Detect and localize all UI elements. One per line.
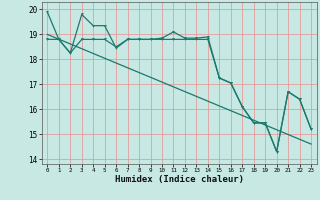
X-axis label: Humidex (Indice chaleur): Humidex (Indice chaleur) [115,175,244,184]
